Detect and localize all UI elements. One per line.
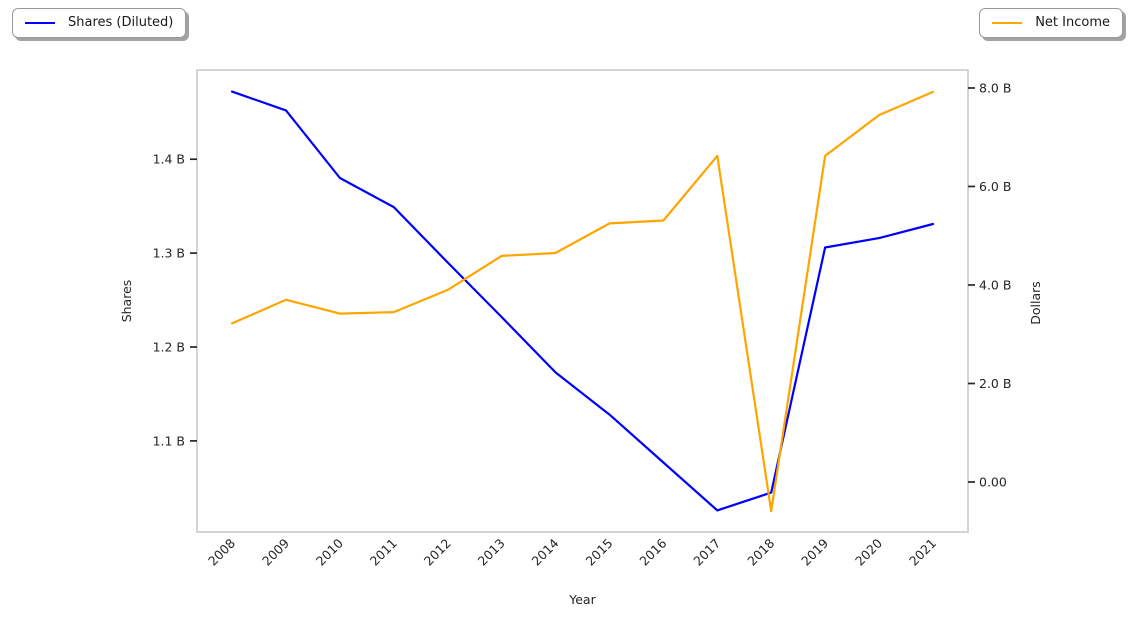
left-tick-label: 1.4 B <box>153 152 185 167</box>
right-tick-label: 8.0 B <box>979 80 1011 95</box>
legend-net-income-label: Net Income <box>1035 15 1110 30</box>
x-tick-label: 2011 <box>367 536 400 569</box>
net-income-line-swatch <box>992 21 1023 24</box>
left-tick-label: 1.1 B <box>153 433 185 448</box>
x-tick-label: 2018 <box>744 535 777 568</box>
left-tick-label: 1.2 B <box>153 340 185 355</box>
right-tick-label: 2.0 B <box>979 376 1011 391</box>
right-tick-label: 6.0 B <box>979 179 1011 194</box>
net-income-line <box>230 90 935 513</box>
x-tick-label: 2015 <box>582 536 615 569</box>
right-tick-label: 4.0 B <box>979 277 1011 292</box>
plot-border <box>196 69 969 533</box>
legend-net-income: Net Income <box>979 8 1123 38</box>
x-tick-label: 2010 <box>313 535 346 568</box>
right-tick-label: 0.00 <box>979 475 1007 490</box>
x-tick-label: 2016 <box>636 535 669 568</box>
x-tick-label: 2014 <box>529 535 562 568</box>
x-tick-label: 2012 <box>421 536 454 569</box>
x-axis-title: Year <box>568 592 596 607</box>
left-tick-label: 1.3 B <box>153 246 185 261</box>
legend-shares-label: Shares (Diluted) <box>68 15 174 30</box>
shares-line-swatch <box>25 21 55 24</box>
x-tick-label: 2021 <box>906 536 939 569</box>
right-axis-title: Dollars <box>1028 281 1043 325</box>
x-tick-label: 2013 <box>475 536 508 569</box>
x-tick-label: 2009 <box>259 535 292 568</box>
legend-shares: Shares (Diluted) <box>12 8 187 38</box>
x-tick-label: 2020 <box>852 535 885 568</box>
x-tick-label: 2017 <box>690 536 723 569</box>
left-axis-title: Shares <box>119 280 134 323</box>
shares-line <box>230 90 935 512</box>
x-tick-label: 2019 <box>798 535 831 568</box>
x-tick-label: 2008 <box>205 535 238 568</box>
